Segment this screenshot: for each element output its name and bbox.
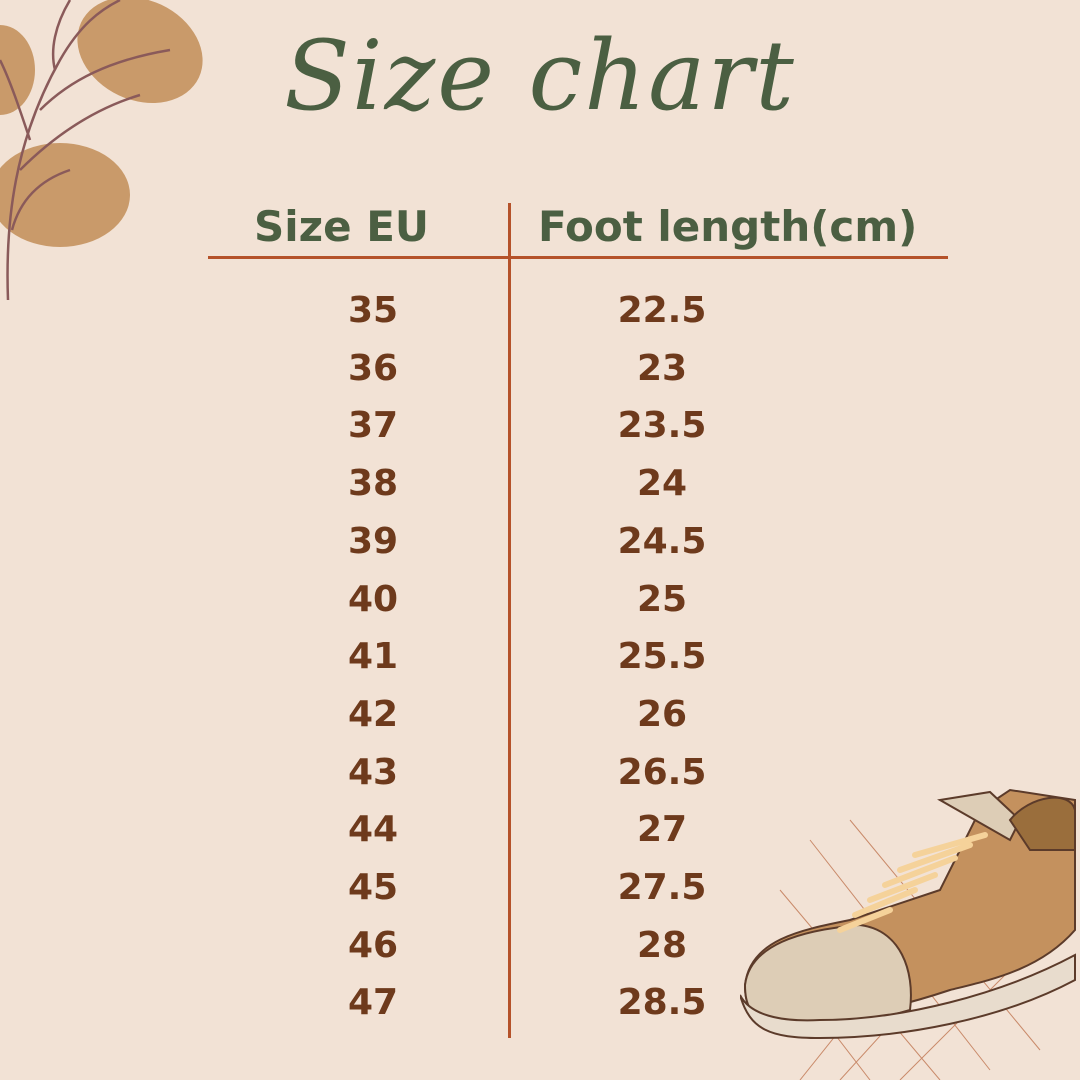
foot-length-cell: 24 xyxy=(636,463,688,505)
header-divider xyxy=(208,256,948,259)
table-row: 36 23 xyxy=(0,348,1080,398)
foot-length-cell: 26 xyxy=(636,693,688,735)
size-eu-cell: 39 xyxy=(347,520,399,562)
page-title: Size chart xyxy=(284,20,796,132)
foot-length-cell: 22.5 xyxy=(617,290,707,331)
foot-length-cell: 27 xyxy=(636,809,688,851)
table-row: 47 28.5 xyxy=(0,982,1080,1032)
sneaker-icon xyxy=(740,788,1076,1080)
size-eu-cell: 43 xyxy=(347,751,399,793)
size-eu-cell: 46 xyxy=(347,924,399,966)
table-row: 43 26.5 xyxy=(0,752,1080,802)
foot-length-cell: 26.5 xyxy=(617,751,707,793)
column-divider xyxy=(508,203,511,1038)
size-eu-cell: 41 xyxy=(347,636,399,678)
foot-length-cell: 23 xyxy=(636,347,688,389)
foot-length-cell: 23.5 xyxy=(617,405,707,447)
foot-length-cell: 24.5 xyxy=(617,520,707,562)
foot-length-cell: 25.5 xyxy=(617,636,707,678)
foot-length-cell: 28 xyxy=(636,924,688,966)
table-row: 44 27 xyxy=(0,809,1080,859)
size-eu-cell: 35 xyxy=(347,290,399,331)
foot-length-cell: 25 xyxy=(636,578,688,620)
size-eu-cell: 47 xyxy=(347,982,399,1024)
size-eu-cell: 44 xyxy=(347,809,399,851)
table-row: 39 24.5 xyxy=(0,521,1080,571)
table-row: 37 23.5 xyxy=(0,405,1080,455)
size-eu-cell: 38 xyxy=(347,463,399,505)
size-eu-cell: 42 xyxy=(347,693,399,735)
foot-length-cell: 27.5 xyxy=(617,867,707,908)
size-eu-cell: 45 xyxy=(347,867,399,908)
table-row: 38 24 xyxy=(0,463,1080,513)
size-eu-cell: 40 xyxy=(347,578,399,620)
leaf-branch-icon xyxy=(0,0,203,301)
table-row: 35 22.5 xyxy=(0,290,1080,340)
table-row: 46 28 xyxy=(0,925,1080,975)
size-eu-cell: 37 xyxy=(347,405,399,447)
header-foot-length: Foot length(cm) xyxy=(538,202,918,251)
table-row: 41 25.5 xyxy=(0,636,1080,686)
size-eu-cell: 36 xyxy=(347,347,399,389)
table-row: 42 26 xyxy=(0,694,1080,744)
foot-length-cell: 28.5 xyxy=(617,982,707,1024)
table-row: 45 27.5 xyxy=(0,867,1080,917)
table-row: 40 25 xyxy=(0,579,1080,629)
header-size-eu: Size EU xyxy=(254,202,429,251)
